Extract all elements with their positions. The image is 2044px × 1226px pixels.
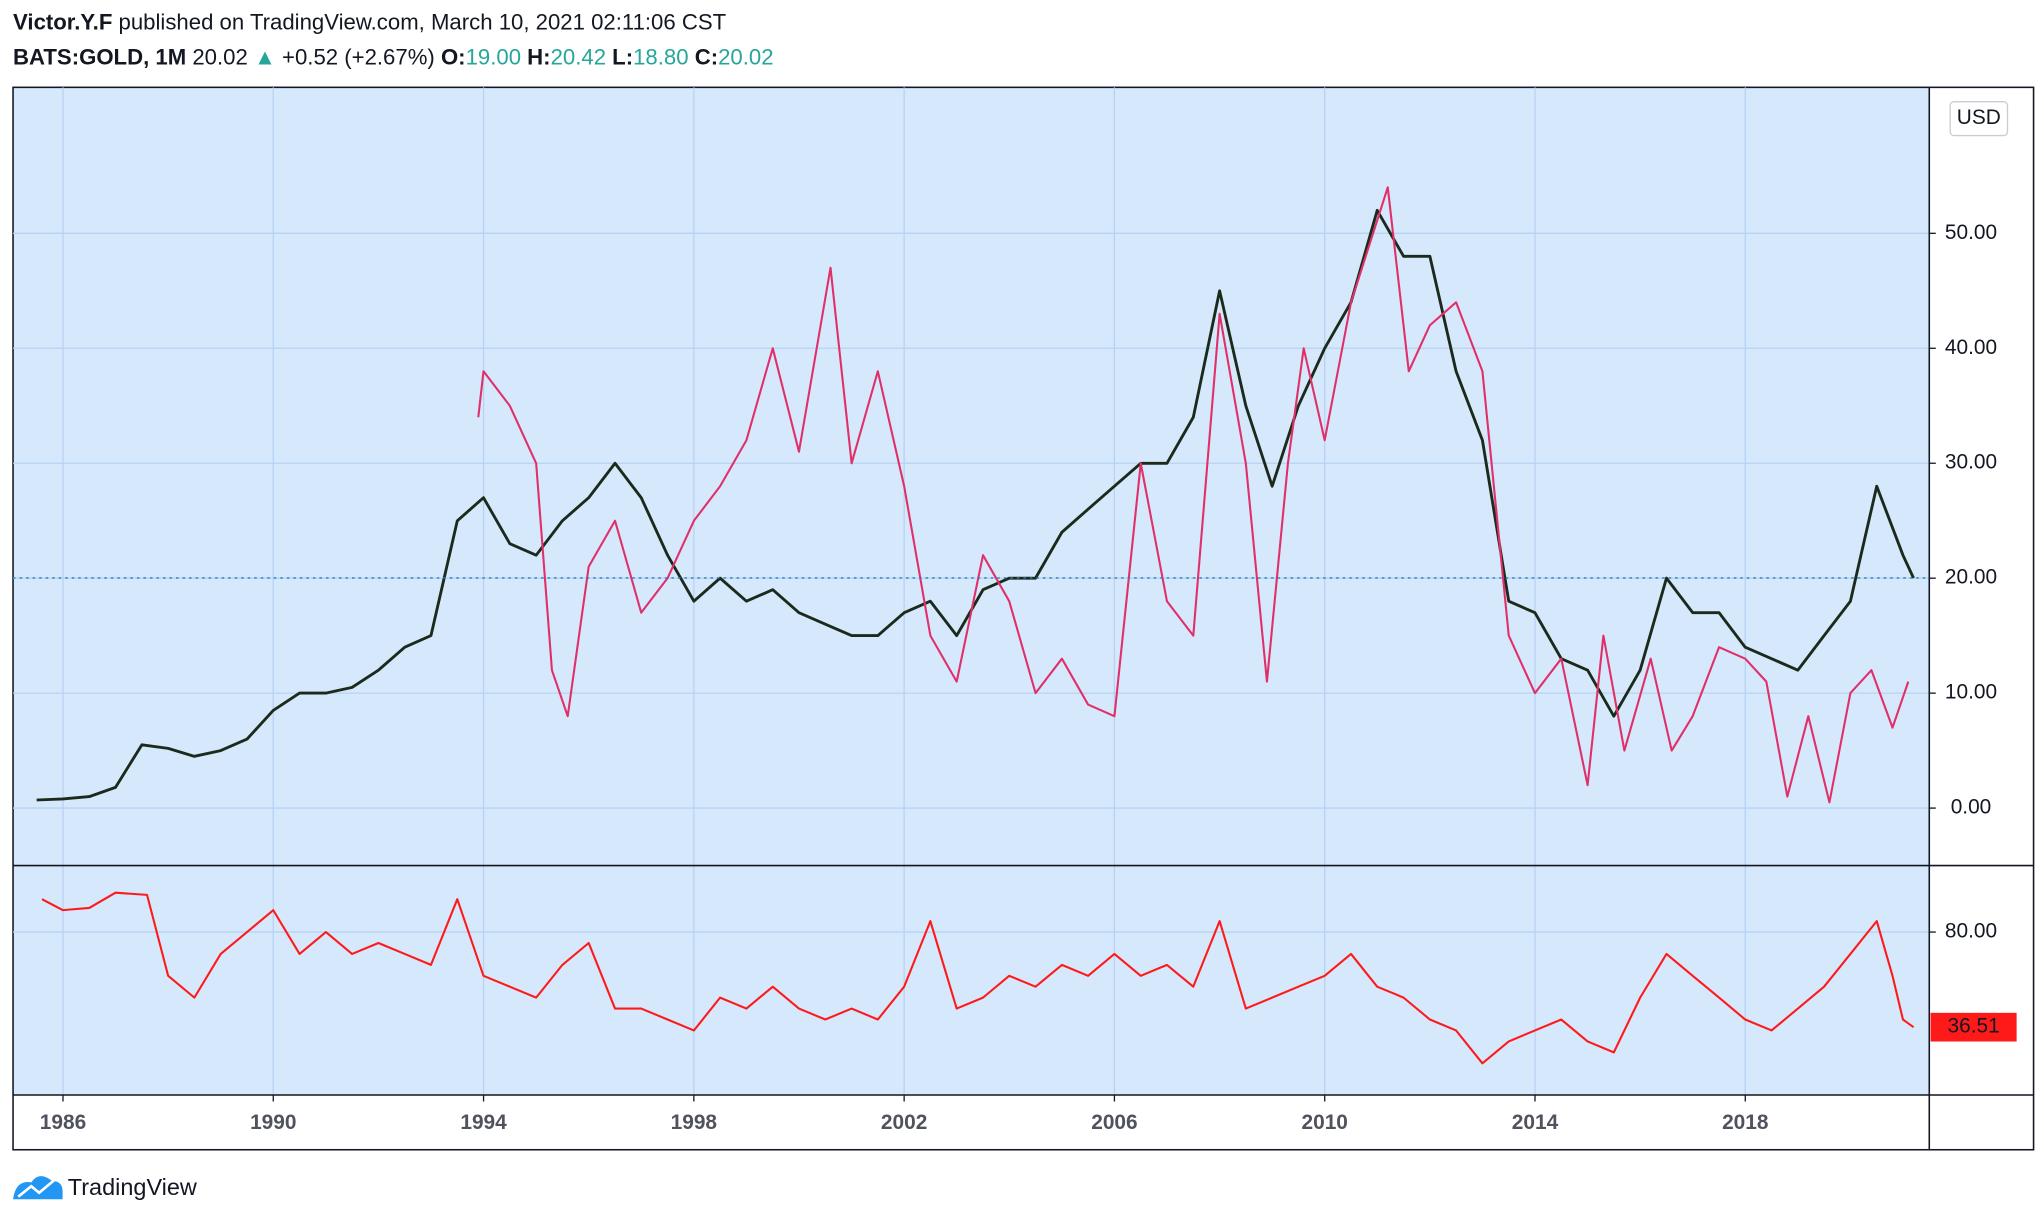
y-tick-label: 10.00 xyxy=(1945,681,1997,704)
currency: USD xyxy=(1957,106,2001,129)
x-tick-label: 1986 xyxy=(40,1111,86,1134)
x-tick-label: 1994 xyxy=(460,1111,507,1134)
last-price: 20.02 xyxy=(192,45,247,70)
ohlc-value: 19.00 xyxy=(466,45,521,70)
x-tick-label: 2018 xyxy=(1722,1111,1768,1134)
x-tick-label: 2010 xyxy=(1302,1111,1348,1134)
y-tick-label: 50.00 xyxy=(1945,221,1997,244)
last-value-label: 36.51 xyxy=(1948,1015,2000,1038)
series-line xyxy=(477,186,1910,804)
ohlc-label: C: xyxy=(695,45,718,70)
ohlc-value: 20.42 xyxy=(551,45,606,70)
series-line xyxy=(36,208,1915,802)
chart-frame xyxy=(12,86,2035,1151)
published: published on TradingView.com, March 10, … xyxy=(119,9,727,34)
ohlc-value: 18.80 xyxy=(633,45,688,70)
x-tick-label: 2006 xyxy=(1091,1111,1137,1134)
arrow: ▲ xyxy=(254,45,276,70)
brand: TradingView xyxy=(68,1174,197,1200)
y-tick-label: 0.00 xyxy=(1951,796,1992,819)
ohlc-label: O: xyxy=(441,45,466,70)
y-tick-label: 30.00 xyxy=(1945,451,1997,474)
publisher: Victor.Y.F xyxy=(13,9,112,34)
ohlc-value: 20.02 xyxy=(718,45,773,70)
y-tick-label: 40.00 xyxy=(1945,336,1997,359)
x-tick-label: 1990 xyxy=(250,1111,296,1134)
header-line: Victor.Y.F published on TradingView.com,… xyxy=(13,9,727,34)
pane xyxy=(13,865,1930,1095)
ohlc-label: H: xyxy=(527,45,550,70)
x-tick-label: 2002 xyxy=(881,1111,927,1134)
change: +0.52 (+2.67%) xyxy=(282,45,435,70)
plot-background xyxy=(13,87,1930,1095)
last-value-badge xyxy=(1930,1012,2017,1042)
currency-badge[interactable] xyxy=(1949,101,2009,137)
series-line xyxy=(41,891,1915,1065)
symbol-line: BATS:GOLD, 1M 20.02 ▲ +0.52 (+2.67%) O:1… xyxy=(13,45,774,70)
logo-line xyxy=(17,1178,56,1198)
logo xyxy=(13,1176,63,1200)
x-tick-label: 2014 xyxy=(1512,1111,1559,1134)
y-tick-label: 20.00 xyxy=(1945,566,1997,589)
x-tick-label: 1998 xyxy=(671,1111,717,1134)
y-tick-label: 80.00 xyxy=(1945,920,1997,943)
symbol: BATS:GOLD, 1M xyxy=(13,45,186,70)
ohlc-label: L: xyxy=(612,45,633,70)
pane xyxy=(13,87,1930,866)
